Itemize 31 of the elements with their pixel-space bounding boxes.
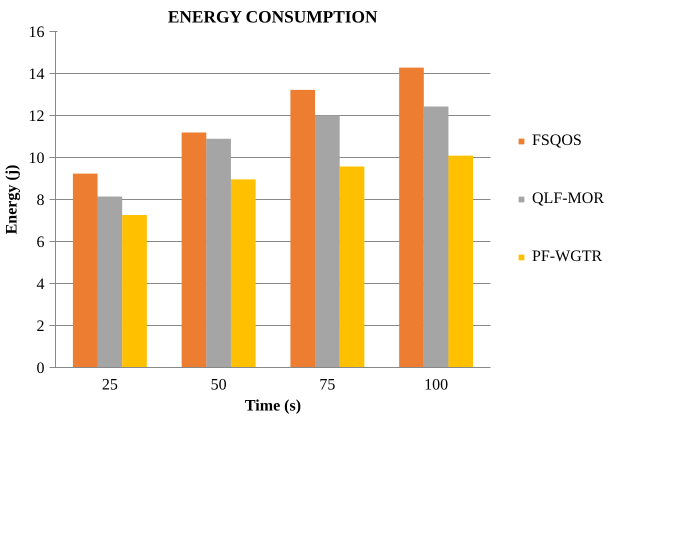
y-tick-label: 2 bbox=[36, 318, 44, 335]
bar bbox=[448, 156, 474, 368]
legend-label: FSQOS bbox=[532, 132, 582, 150]
bar bbox=[399, 68, 424, 368]
y-tick-label: 0 bbox=[36, 360, 44, 377]
bar bbox=[424, 106, 448, 368]
y-tick-label: 14 bbox=[28, 66, 44, 83]
y-tick-label: 4 bbox=[36, 276, 44, 293]
bar bbox=[315, 116, 340, 368]
bar bbox=[122, 215, 147, 368]
y-tick-label: 8 bbox=[36, 192, 44, 209]
x-axis-title: Time (s) bbox=[244, 398, 302, 414]
x-tick-label: 75 bbox=[319, 376, 336, 394]
chart-title: ENERGY CONSUMPTION bbox=[168, 8, 378, 26]
x-tick-label: 100 bbox=[424, 376, 448, 394]
y-tick-label: 10 bbox=[28, 150, 44, 167]
x-tick-label: 25 bbox=[102, 376, 118, 394]
bar bbox=[206, 138, 231, 368]
y-tick-label: 6 bbox=[36, 234, 44, 251]
x-tick-label: 50 bbox=[210, 376, 227, 394]
bar bbox=[290, 90, 316, 368]
bar bbox=[340, 166, 364, 368]
legend-label: QLF-MOR bbox=[532, 190, 604, 208]
bar bbox=[98, 196, 122, 368]
y-tick-label: 12 bbox=[28, 108, 44, 125]
bar bbox=[230, 179, 256, 368]
y-axis-title: Energy (j) bbox=[4, 164, 20, 234]
legend-label: PF-WGTR bbox=[532, 248, 602, 266]
y-tick-label: 16 bbox=[28, 24, 44, 41]
bar bbox=[72, 174, 98, 368]
bar bbox=[182, 132, 206, 368]
